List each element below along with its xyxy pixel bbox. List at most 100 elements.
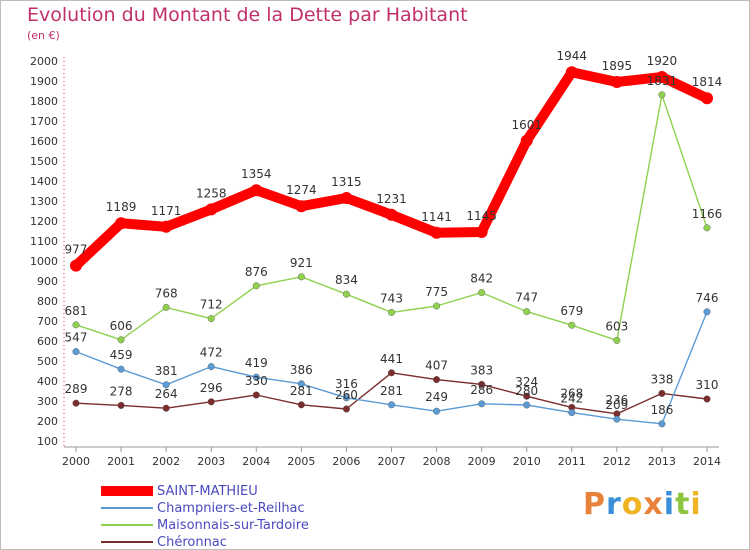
data-label: 236 (605, 393, 628, 407)
data-label: 281 (290, 384, 313, 398)
legend-label: Champniers-et-Reilhac (157, 501, 305, 516)
data-point (250, 184, 263, 197)
data-point (117, 336, 125, 344)
data-point (205, 203, 218, 216)
data-label: 842 (470, 272, 493, 286)
data-point (207, 315, 215, 323)
data-point (478, 400, 486, 408)
data-label: 289 (65, 382, 88, 396)
data-point (162, 381, 170, 389)
brand-letter: r (606, 487, 622, 522)
data-point (162, 303, 170, 311)
data-point (297, 273, 305, 281)
x-tick-label: 2007 (378, 455, 406, 468)
data-point (430, 226, 443, 239)
data-point (340, 192, 353, 204)
legend-label: Chéronnac (157, 535, 227, 550)
data-label: 1171 (151, 204, 182, 218)
data-point (523, 308, 531, 316)
chart-title: Evolution du Montant de la Dette par Hab… (27, 4, 468, 26)
x-tick-label: 2011 (558, 455, 586, 468)
data-label: 264 (155, 387, 178, 401)
x-tick-label: 2004 (242, 455, 270, 468)
brand-letter: i (663, 487, 676, 522)
data-point (613, 336, 621, 344)
data-point (565, 66, 578, 79)
data-point (252, 391, 260, 399)
data-label: 1814 (692, 75, 723, 89)
data-label: 381 (155, 364, 178, 378)
data-point (613, 415, 621, 423)
data-point (342, 394, 350, 402)
data-label: 1166 (692, 207, 723, 221)
data-label: 278 (110, 384, 133, 398)
data-label: 249 (425, 390, 448, 404)
data-point (568, 321, 576, 329)
data-label: 743 (380, 291, 403, 305)
data-label: 268 (560, 386, 583, 400)
legend-label: SAINT-MATHIEU (157, 484, 258, 499)
data-label: 679 (560, 304, 583, 318)
legend-swatch (101, 486, 153, 496)
x-tick-label: 2006 (332, 455, 360, 468)
data-label: 1189 (106, 200, 137, 214)
x-tick-label: 2013 (648, 455, 676, 468)
data-point (433, 376, 441, 384)
data-label: 775 (425, 285, 448, 299)
data-label: 419 (245, 356, 268, 370)
y-tick-label: 1200 (30, 215, 58, 228)
data-point (703, 395, 711, 403)
series-line (71, 67, 712, 271)
data-label: 1258 (196, 186, 227, 200)
data-label: 280 (515, 384, 538, 398)
data-label: 286 (470, 383, 493, 397)
data-label: 1601 (511, 118, 542, 132)
data-point (117, 365, 125, 373)
data-label: 242 (560, 392, 583, 406)
data-point (475, 226, 488, 238)
data-point (342, 405, 350, 413)
data-point (342, 290, 350, 298)
data-point (478, 289, 486, 297)
y-tick-label: 200 (37, 415, 58, 428)
data-point (703, 308, 711, 316)
data-label: 1141 (421, 210, 452, 224)
legend-swatch (101, 541, 153, 543)
data-point (297, 380, 305, 388)
x-tick-label: 2014 (693, 455, 721, 468)
y-tick-label: 100 (37, 435, 58, 448)
data-point (658, 91, 666, 99)
data-point (162, 404, 170, 412)
data-point (658, 420, 666, 428)
data-point (252, 373, 260, 381)
data-label: 603 (605, 319, 628, 333)
chart-subtitle: (en €) (27, 29, 60, 42)
y-tick-label: 1000 (30, 255, 58, 268)
data-point (478, 380, 486, 388)
data-point (388, 369, 396, 377)
data-point (520, 134, 533, 147)
data-label: 1831 (647, 74, 678, 88)
legend-swatch (101, 524, 153, 526)
data-label: 281 (380, 384, 403, 398)
y-tick-label: 1500 (30, 155, 58, 168)
brand-letter: P (583, 487, 606, 522)
data-label: 1274 (286, 183, 317, 197)
data-point (72, 399, 80, 407)
data-label: 338 (650, 372, 673, 386)
data-label: 407 (425, 359, 448, 373)
data-point (160, 220, 173, 233)
y-tick-label: 1700 (30, 115, 58, 128)
y-tick-label: 1300 (30, 195, 58, 208)
data-label: 1944 (557, 49, 588, 63)
x-tick-label: 2010 (513, 455, 541, 468)
data-point (207, 398, 215, 406)
data-label: 712 (200, 298, 223, 312)
brand-letter: o (621, 487, 644, 522)
data-label: 472 (200, 346, 223, 360)
y-tick-label: 600 (37, 335, 58, 348)
data-label: 186 (650, 403, 673, 417)
x-tick-label: 2005 (287, 455, 315, 468)
data-label: 383 (470, 363, 493, 377)
data-label: 316 (335, 377, 358, 391)
